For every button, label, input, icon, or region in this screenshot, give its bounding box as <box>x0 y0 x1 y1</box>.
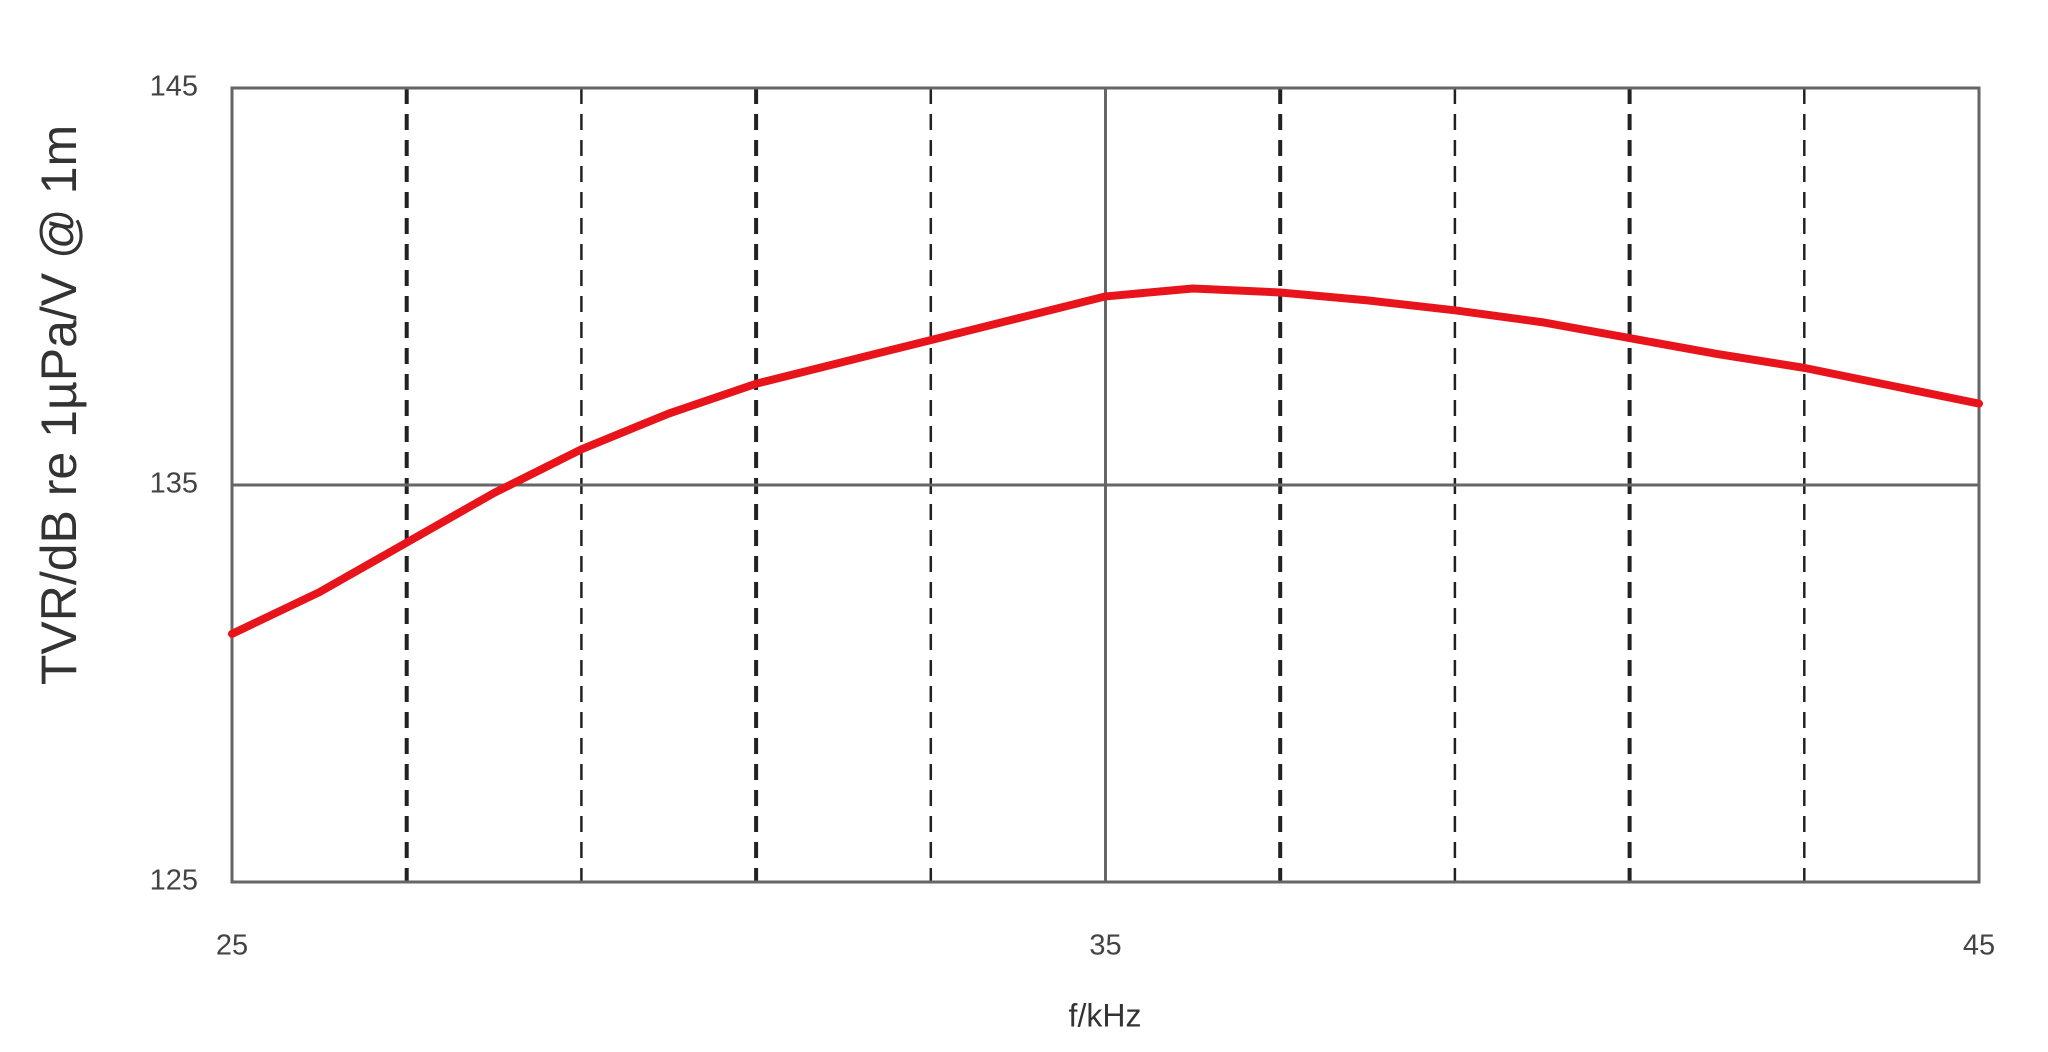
x-tick-label: 25 <box>216 930 248 962</box>
x-axis-label: f/kHz <box>1069 997 1142 1033</box>
y-tick-label: 125 <box>150 865 198 897</box>
x-tick-label: 45 <box>1963 930 1995 962</box>
data-line <box>228 284 1983 638</box>
plot-frame <box>230 86 1981 884</box>
y-axis-label: TVR/dB re 1µPa/V @ 1m <box>31 125 87 685</box>
x-tick-label: 35 <box>1089 930 1121 962</box>
y-tick-label: 135 <box>150 468 198 500</box>
y-tick-label: 145 <box>150 71 198 103</box>
